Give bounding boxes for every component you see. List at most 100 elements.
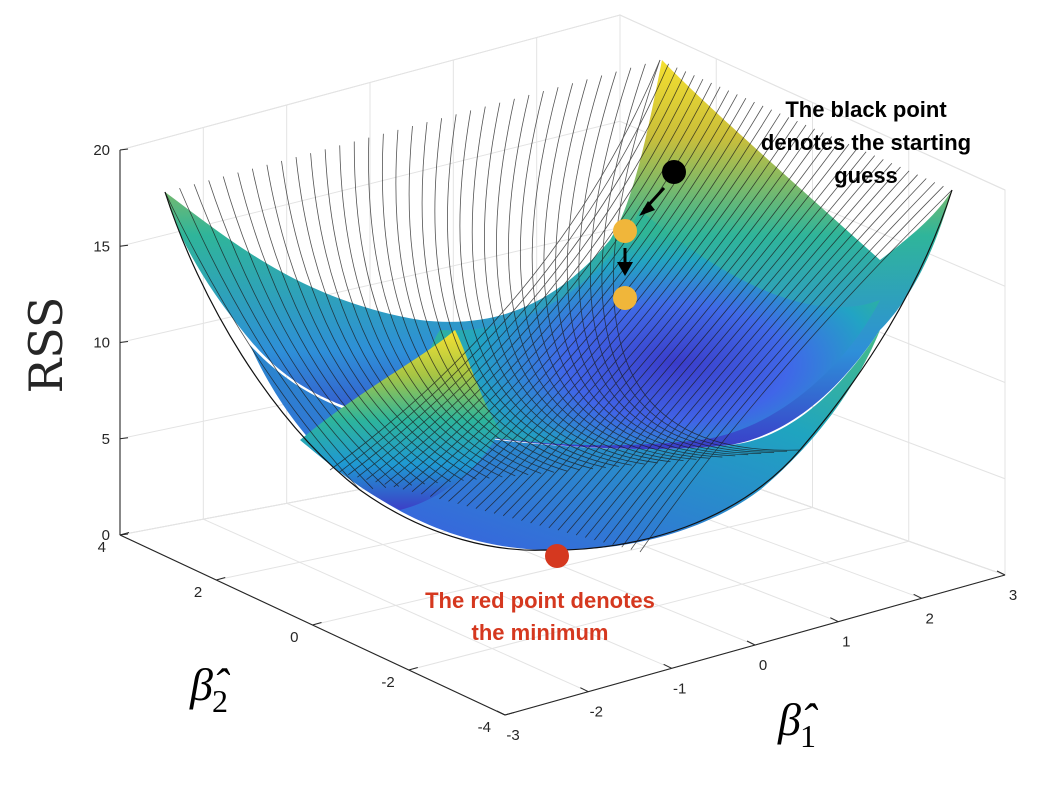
mesh-line [357,71,687,478]
mesh-line [193,184,387,488]
z-tick-label: 10 [93,335,110,352]
mesh-line [603,174,918,543]
mesh-line [521,140,841,521]
mesh-line [502,132,824,517]
mesh-line [548,151,867,529]
mesh-line [368,137,542,474]
grid-line-x [203,518,589,693]
mesh-line [566,159,884,533]
x-tick-label: 0 [759,657,767,674]
z-tick-label: 20 [93,142,110,159]
annotation-start: The black point denotes the starting gue… [761,97,971,188]
mesh-line [339,145,516,477]
z-tick [119,148,129,151]
x-tick-label: 3 [1009,587,1017,604]
mesh-line [447,114,619,467]
mesh-line [530,143,850,524]
mesh-line [475,120,798,509]
mesh-line [439,105,764,500]
mesh-line [621,182,936,548]
y-tick [504,712,515,716]
mesh-line [421,122,594,470]
surface-mesh [164,59,953,553]
mesh-line [508,94,684,461]
mesh-line [375,78,704,483]
mesh-line [496,98,671,463]
z-tick-label: 5 [102,431,110,448]
z-tick-label: 0 [102,527,110,544]
surface-bowl-interior [426,210,880,446]
mesh-line [420,98,747,495]
y-tick-label: 2 [194,584,202,601]
mesh-line [459,110,632,466]
x-tick-label: 1 [842,634,850,651]
svg-text:The red point denotes: The red point denotes [425,588,655,613]
mesh-line [338,63,669,473]
svg-text:guess: guess [834,163,898,188]
x-tick-label: -3 [506,727,519,744]
minimum-point [545,544,569,568]
z-tick-label: 15 [93,238,110,255]
mesh-line [222,176,413,486]
mesh-line [484,124,807,512]
mesh-line [251,168,438,484]
y-tick [216,577,226,581]
mesh-line [539,147,858,526]
x-tick-label: -1 [673,680,686,697]
mesh-line [347,67,678,476]
mesh-line [353,141,529,476]
x-tick [663,663,672,669]
svg-text:2: 2 [212,683,228,719]
mesh-line [639,189,953,553]
mesh-line [164,191,361,491]
z-ticks: 0 5 10 15 20 [93,142,129,544]
mesh-line [281,160,464,481]
mesh-line [408,125,581,471]
z-tick [119,341,129,343]
x-tick [996,570,1006,576]
svg-text:The black point: The black point [785,97,947,122]
mesh-line [382,133,555,473]
mesh-line [448,109,772,502]
surface [164,59,953,553]
mesh-line [601,63,788,452]
step-point-1 [613,219,637,243]
mesh-line [557,155,876,531]
mesh-line [384,82,712,485]
svg-text:1: 1 [800,718,816,754]
mesh-line [484,102,658,464]
y-tick [408,667,418,671]
x-tick [913,593,922,599]
mesh-line [471,106,645,465]
arrow-2-head [617,262,633,276]
mesh-line [395,129,568,472]
x-axis-label: β̂ 1 [777,694,819,754]
y-tick-label: 0 [290,629,298,646]
mesh-line [208,180,400,487]
y-tick [119,532,130,536]
x-tick-label: -2 [590,704,603,721]
mesh-line [613,59,801,451]
y-tick-label: 4 [98,539,106,556]
mesh-line [411,94,738,493]
y-ticks: 4 2 0 -2 -4 [98,532,515,736]
descent-path [545,160,686,568]
y-tick [312,622,322,626]
z-axis-label: RSS [19,297,73,394]
mesh-line [555,79,736,457]
mesh-line [324,149,503,478]
mesh-line [466,117,790,507]
y-tick-label: -4 [478,719,491,736]
x-tick [746,640,756,646]
mesh-line [393,86,721,488]
mesh-line [266,164,451,483]
mesh-line [434,118,606,469]
mesh-line [566,75,749,456]
arrow-1-head [639,201,655,216]
mesh-line [512,136,833,519]
surface-outline [164,189,953,551]
z-tick [119,437,129,440]
y-tick-label: -2 [381,674,394,691]
mesh-line [493,128,815,514]
